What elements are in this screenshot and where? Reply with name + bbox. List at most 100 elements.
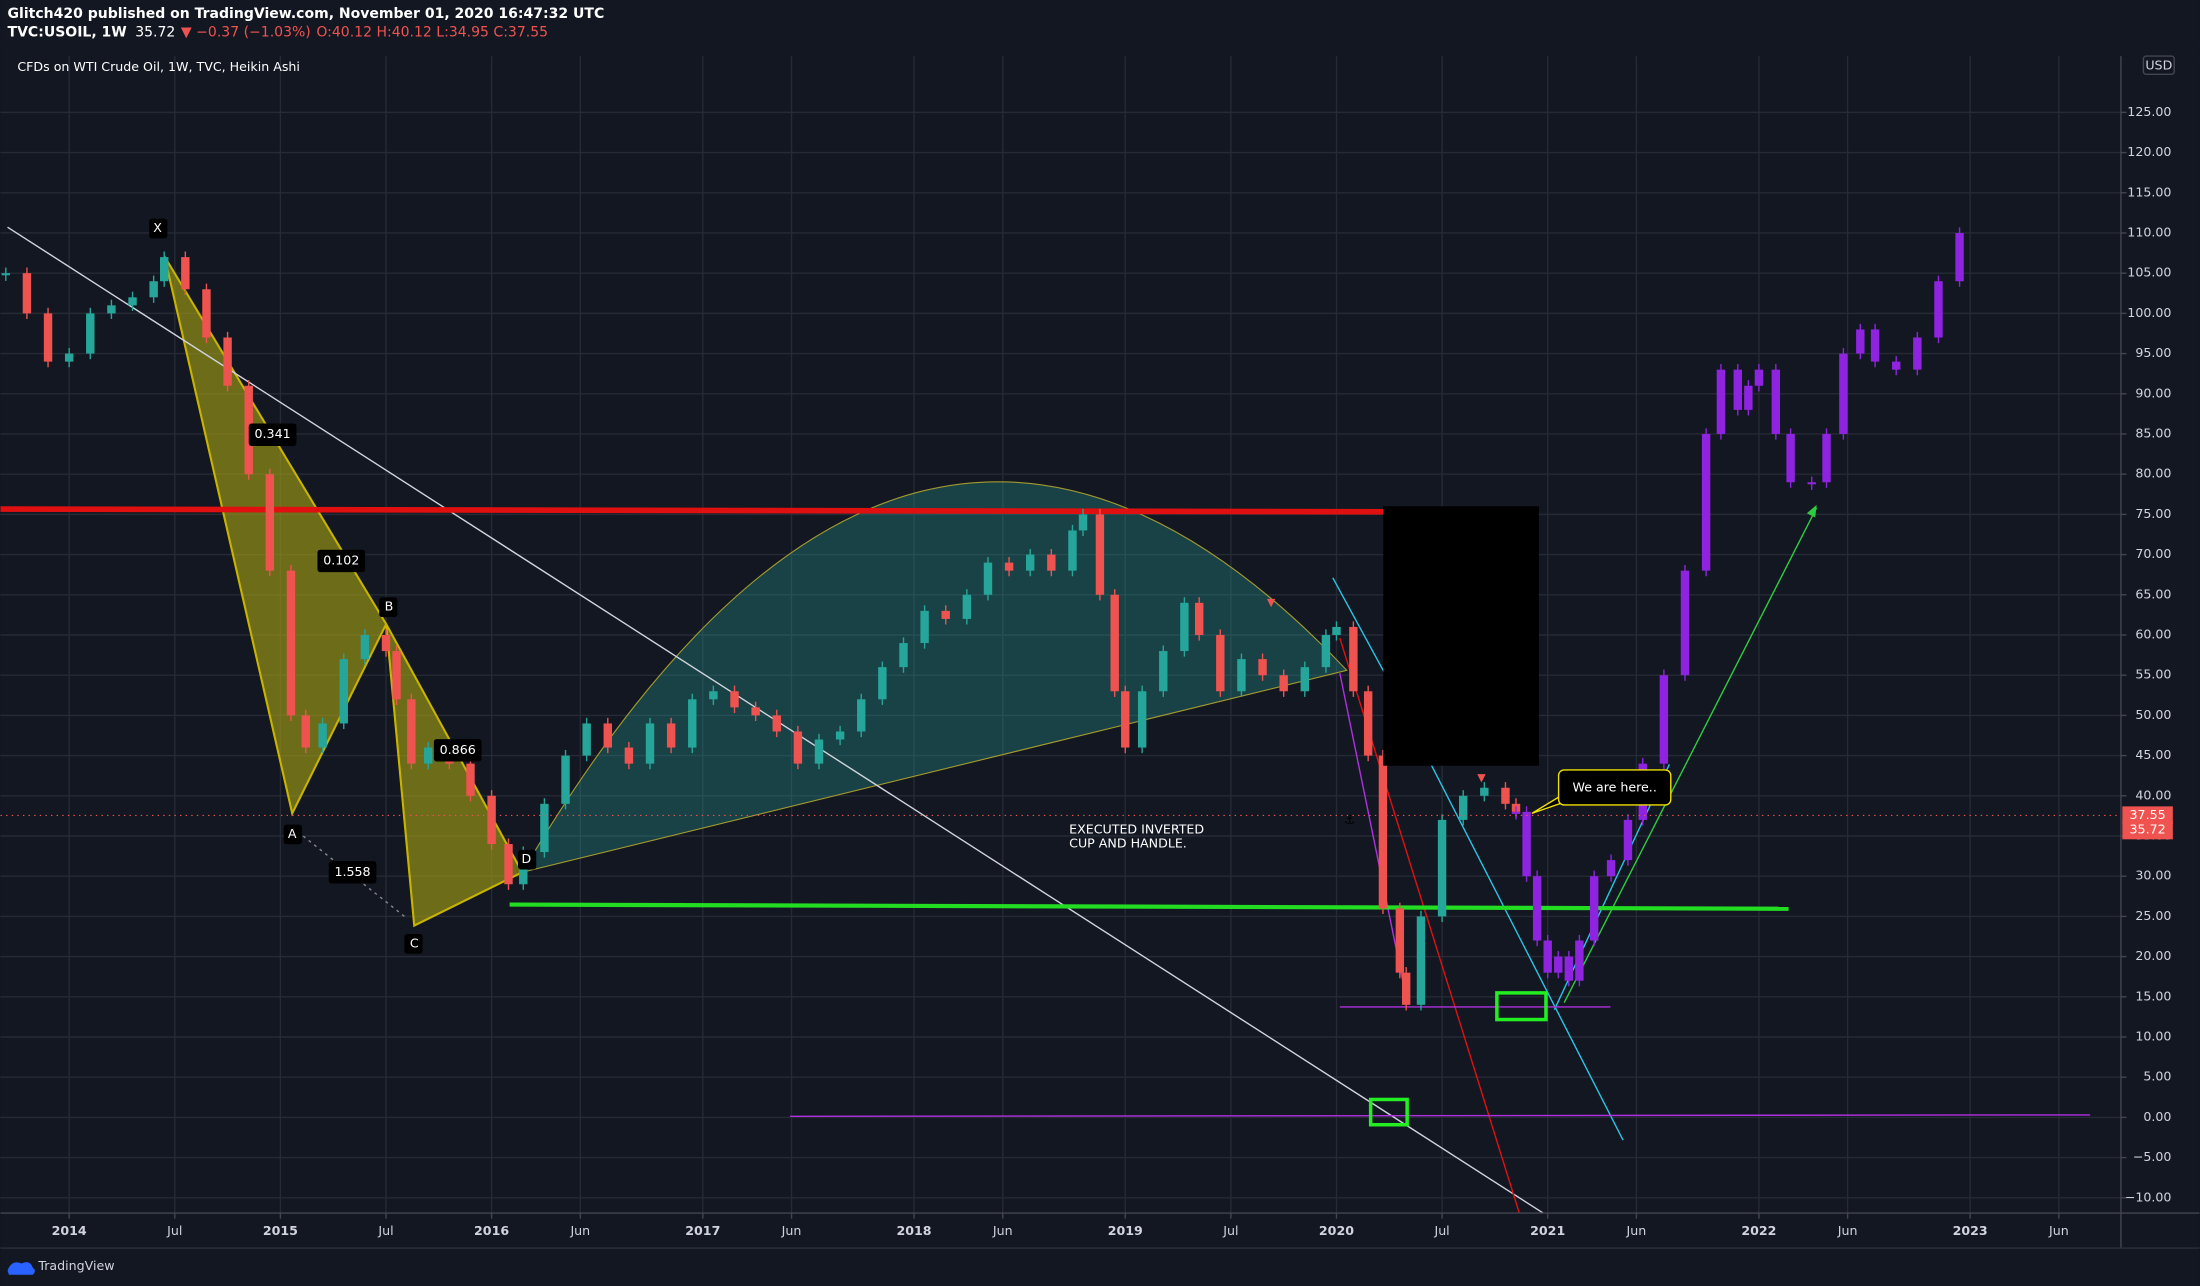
resistance-line bbox=[0, 506, 1424, 515]
pattern-labels: X A B C D 0.341 0.102 0.866 1.558 EXECUT… bbox=[149, 218, 1672, 954]
y-tick-label: 110.00 bbox=[2127, 224, 2171, 239]
currency-box bbox=[2142, 55, 2175, 76]
candle bbox=[128, 297, 137, 306]
candle bbox=[318, 723, 327, 748]
y-tick-label: −10.00 bbox=[2125, 1189, 2172, 1204]
symbol: TVC:USOIL, 1W bbox=[8, 24, 128, 40]
y-tick-label: 90.00 bbox=[2135, 385, 2171, 400]
candle bbox=[202, 289, 211, 338]
y-tick-label: 70.00 bbox=[2135, 546, 2171, 561]
callout-text: We are here.. bbox=[1573, 780, 1657, 795]
x-tick-label: 2021 bbox=[1530, 1223, 1565, 1238]
change: ▼ −0.37 (−1.03%) bbox=[181, 24, 311, 40]
candle bbox=[64, 353, 74, 362]
green-box bbox=[1495, 991, 1548, 1022]
candle bbox=[1121, 691, 1130, 748]
candle bbox=[540, 803, 549, 853]
y-tick-label: 125.00 bbox=[2127, 104, 2171, 119]
candle bbox=[1321, 634, 1331, 668]
candle bbox=[793, 731, 803, 764]
point-label: A bbox=[288, 826, 297, 841]
marker bbox=[1266, 598, 1276, 608]
y-tick-label: 40.00 bbox=[2135, 787, 2171, 802]
candle bbox=[504, 844, 513, 885]
candle bbox=[1532, 876, 1542, 941]
candle bbox=[1659, 675, 1669, 764]
candle bbox=[751, 707, 760, 716]
candle bbox=[160, 257, 169, 282]
candle bbox=[1522, 811, 1531, 877]
candle bbox=[149, 281, 158, 298]
chart-title: CFDs on WTI Crude Oil, 1W, TVC, Heikin A… bbox=[17, 59, 300, 74]
arrow-head bbox=[1806, 504, 1817, 518]
candle bbox=[624, 747, 634, 764]
y-tick-label: −5.00 bbox=[2133, 1149, 2172, 1164]
candle bbox=[899, 643, 908, 668]
candle bbox=[286, 570, 296, 716]
y-tick-label: 80.00 bbox=[2135, 466, 2171, 481]
black-box bbox=[1383, 506, 1539, 766]
x-tick-label: 2018 bbox=[896, 1223, 931, 1238]
x-tick-label: Jul bbox=[1222, 1223, 1238, 1238]
y-tick-label: 0.00 bbox=[2143, 1109, 2171, 1124]
price-axis bbox=[2120, 56, 2200, 1249]
callout-box bbox=[1557, 769, 1672, 806]
candle bbox=[1892, 361, 1901, 370]
candle bbox=[1822, 433, 1831, 483]
y-tick-label: 115.00 bbox=[2127, 184, 2171, 199]
green-box bbox=[1368, 1097, 1409, 1127]
x-tick-label: Jun bbox=[1626, 1223, 1647, 1238]
candle bbox=[1258, 659, 1267, 676]
y-tick-label: 5.00 bbox=[2143, 1069, 2171, 1084]
publisher: Glitch420 published on TradingView.com, … bbox=[8, 6, 605, 22]
magenta-level bbox=[790, 1114, 2091, 1118]
candle bbox=[582, 723, 591, 756]
candle bbox=[666, 723, 676, 748]
ratio-label: 0.866 bbox=[440, 742, 476, 757]
candle bbox=[1004, 562, 1014, 571]
candle bbox=[1480, 787, 1489, 796]
x-tick-label: Jul bbox=[377, 1223, 393, 1238]
y-tick-label: 30.00 bbox=[2135, 868, 2171, 883]
point-label: X bbox=[153, 220, 162, 235]
candle bbox=[1395, 908, 1405, 973]
candle bbox=[381, 634, 391, 652]
target-arrow bbox=[1563, 507, 1818, 1004]
candle bbox=[1606, 860, 1616, 877]
candle bbox=[360, 634, 370, 660]
candle bbox=[86, 313, 95, 354]
y-tick-label: 105.00 bbox=[2127, 265, 2171, 280]
candle bbox=[1349, 626, 1358, 692]
x-tick-label: 2015 bbox=[263, 1223, 298, 1238]
candle bbox=[1786, 433, 1795, 483]
header bbox=[0, 0, 2200, 45]
y-tick-label: 75.00 bbox=[2135, 506, 2171, 521]
candle bbox=[1401, 972, 1411, 1005]
candle bbox=[1279, 675, 1288, 692]
candle bbox=[1543, 940, 1552, 973]
candle bbox=[1955, 232, 1964, 282]
x-tick-label: 2019 bbox=[1108, 1223, 1143, 1238]
candle bbox=[1047, 554, 1056, 571]
y-tick-label: 25.00 bbox=[2135, 908, 2171, 923]
support-line bbox=[509, 902, 1789, 911]
candle bbox=[1856, 329, 1865, 354]
candle bbox=[1, 273, 11, 276]
candle bbox=[1733, 369, 1743, 410]
anchor-icon: ⚓ bbox=[1344, 812, 1355, 827]
y-tick-label: 65.00 bbox=[2135, 586, 2171, 601]
candle bbox=[1332, 626, 1341, 635]
candle bbox=[1623, 819, 1633, 861]
y-tick-label: 60.00 bbox=[2135, 626, 2171, 641]
cyan-line bbox=[1332, 577, 1386, 674]
candle bbox=[835, 731, 845, 740]
candle bbox=[22, 273, 32, 314]
candle bbox=[1110, 594, 1119, 692]
candle bbox=[1934, 281, 1943, 338]
ratio-label: 0.102 bbox=[323, 552, 359, 567]
candle bbox=[1437, 819, 1447, 917]
candles bbox=[0, 227, 2121, 1011]
candle bbox=[1680, 570, 1690, 676]
candle bbox=[561, 755, 570, 804]
candle bbox=[1501, 787, 1510, 804]
